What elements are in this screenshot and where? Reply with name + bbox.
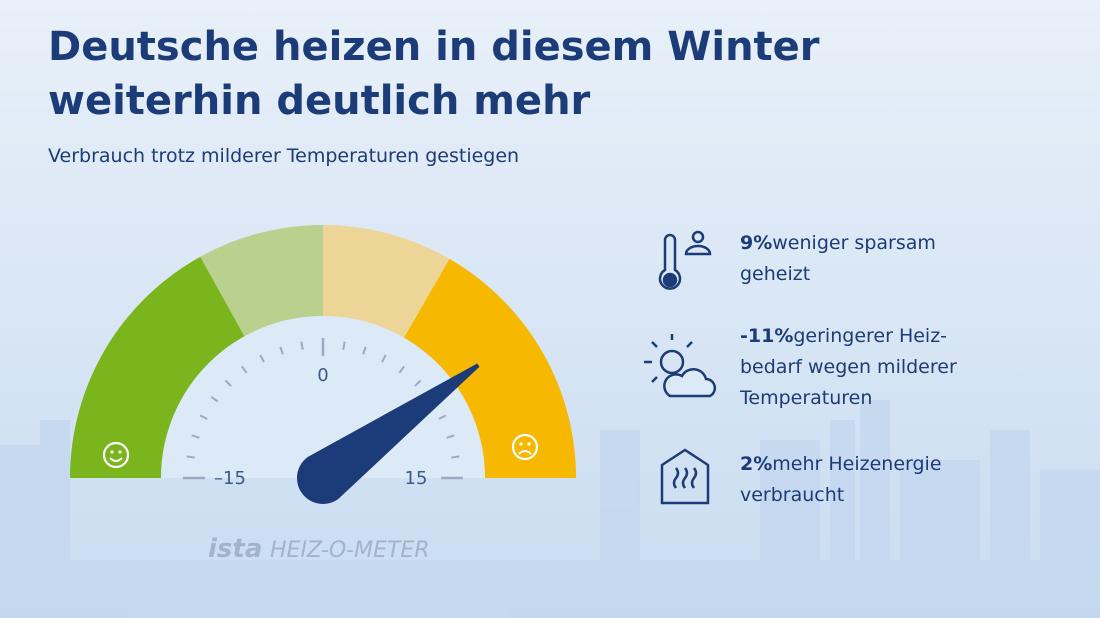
subtitle: Verbrauch trotz milderer Temperaturen ge…	[48, 145, 519, 167]
tick-label: 15	[405, 468, 428, 489]
smiley-mouth	[518, 450, 532, 455]
tick-label: 0	[317, 365, 328, 386]
weather-icon	[644, 334, 717, 398]
skyline	[0, 400, 1100, 618]
smiley-eye	[519, 442, 523, 446]
minor-tick	[191, 434, 200, 439]
needle-shape	[297, 363, 480, 504]
thermometer-icon	[658, 230, 712, 290]
fact-text: Temperaturen	[739, 387, 872, 409]
minor-tick	[300, 341, 304, 350]
minor-tick	[259, 354, 265, 363]
fact-text: geringerer Heiz-	[793, 325, 947, 347]
fact-text: mehr Heizenergie	[772, 453, 941, 475]
fact-text: geheizt	[740, 263, 810, 285]
gauge-segment	[323, 225, 450, 338]
fact-text: verbraucht	[740, 484, 844, 506]
smiley	[511, 433, 539, 461]
minor-tick	[414, 379, 422, 387]
title-line: Deutsche heizen in diesem Winter	[48, 24, 820, 70]
gauge: –15 0 15 ista HEIZ-O-METER	[70, 225, 576, 564]
needle	[297, 363, 480, 504]
gauge-segment	[404, 258, 576, 478]
facts: 9%weniger sparsam geheizt -11%geringerer H…	[739, 232, 957, 506]
minor-tick	[438, 414, 447, 420]
minor-tick	[446, 434, 455, 439]
smiley	[102, 441, 130, 469]
minor-tick	[279, 346, 284, 355]
gauge-face	[161, 316, 485, 478]
fact-highlight: -11%	[740, 325, 793, 347]
title-line: weiterhin deutlich mehr	[48, 78, 591, 124]
gauge-name: HEIZ-O-METER	[270, 538, 430, 563]
minor-tick	[241, 365, 248, 374]
smiley-eye	[118, 450, 122, 454]
fact-line: -11%geringerer Heiz-	[740, 325, 947, 347]
smiley-eye	[527, 442, 531, 446]
minor-tick	[342, 341, 346, 350]
tick-label: –15	[214, 468, 246, 489]
fact-highlight: 2%	[740, 453, 772, 475]
fact-line: geheizt	[740, 263, 810, 285]
fact-line: 2%mehr Heizenergie	[740, 453, 942, 475]
smiley-eye	[110, 450, 114, 454]
minor-tick	[362, 346, 367, 355]
fact-line: Temperaturen	[739, 387, 872, 409]
smiley-mouth	[109, 457, 123, 462]
minor-tick	[381, 354, 387, 363]
minor-tick	[224, 379, 232, 387]
minor-tick	[210, 396, 219, 403]
fact-text: bedarf wegen milderer	[740, 356, 957, 378]
house-icon	[660, 448, 710, 505]
brand-logo: ista	[208, 534, 262, 564]
minor-tick	[186, 455, 195, 459]
fact-text: weniger sparsam	[772, 232, 936, 254]
fact-highlight: 9%	[740, 232, 772, 254]
fact-line: verbraucht	[740, 484, 844, 506]
minor-tick	[398, 365, 405, 374]
gauge-segment	[70, 256, 245, 478]
minor-tick	[451, 455, 460, 459]
minor-tick	[199, 414, 208, 420]
fact-line: 9%weniger sparsam	[740, 232, 936, 254]
gauge-segment	[200, 225, 323, 337]
fact-line: bedarf wegen milderer	[740, 356, 957, 378]
